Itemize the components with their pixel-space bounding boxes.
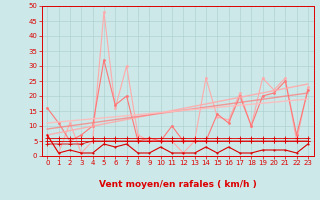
X-axis label: Vent moyen/en rafales ( km/h ): Vent moyen/en rafales ( km/h )	[99, 180, 256, 189]
